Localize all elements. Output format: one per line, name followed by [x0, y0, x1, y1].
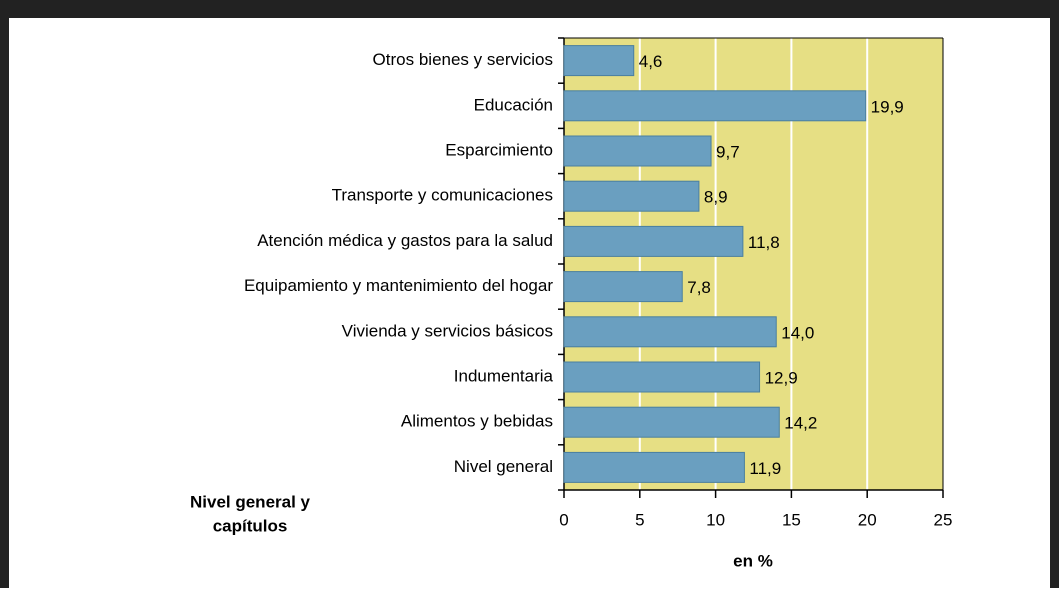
x-tick-label: 0	[559, 510, 568, 529]
y-axis-label: capítulos	[213, 516, 288, 535]
bar	[563, 271, 683, 303]
value-label: 14,2	[784, 414, 817, 433]
y-tick-label: Vivienda y servicios básicos	[342, 321, 553, 340]
value-label: 11,8	[748, 233, 780, 252]
y-tick-label: Educación	[474, 95, 553, 114]
value-label: 11,9	[749, 459, 781, 478]
y-tick-label: Nivel general	[454, 457, 553, 476]
y-tick-label: Esparcimiento	[445, 140, 553, 159]
value-label: 4,6	[639, 52, 663, 71]
bar	[563, 406, 780, 438]
x-tick-label: 20	[858, 510, 877, 529]
x-tick-label: 5	[635, 510, 644, 529]
x-tick-label: 10	[706, 510, 725, 529]
bar	[563, 135, 712, 167]
bar	[563, 90, 867, 122]
bar	[563, 361, 761, 393]
y-tick-label: Transporte y comunicaciones	[332, 186, 553, 205]
value-label: 19,9	[871, 97, 904, 116]
y-tick-label: Indumentaria	[454, 366, 554, 385]
value-label: 8,9	[704, 188, 728, 207]
y-tick-label: Otros bienes y servicios	[373, 50, 553, 69]
bar	[563, 180, 700, 212]
bar	[563, 225, 744, 257]
y-tick-label: Equipamiento y mantenimiento del hogar	[244, 276, 553, 295]
bar	[563, 45, 635, 77]
x-axis-label: en %	[733, 551, 773, 570]
value-label: 14,0	[781, 323, 814, 342]
value-label: 7,8	[687, 278, 711, 297]
y-tick-label: Atención médica y gastos para la salud	[257, 231, 553, 250]
value-label: 12,9	[765, 368, 798, 387]
y-axis-label: Nivel general y	[190, 492, 311, 511]
bar	[563, 316, 777, 348]
x-tick-label: 25	[934, 510, 953, 529]
y-tick-label: Alimentos y bebidas	[401, 412, 553, 431]
value-label: 9,7	[716, 142, 740, 161]
bar	[563, 451, 745, 483]
x-tick-label: 15	[782, 510, 801, 529]
